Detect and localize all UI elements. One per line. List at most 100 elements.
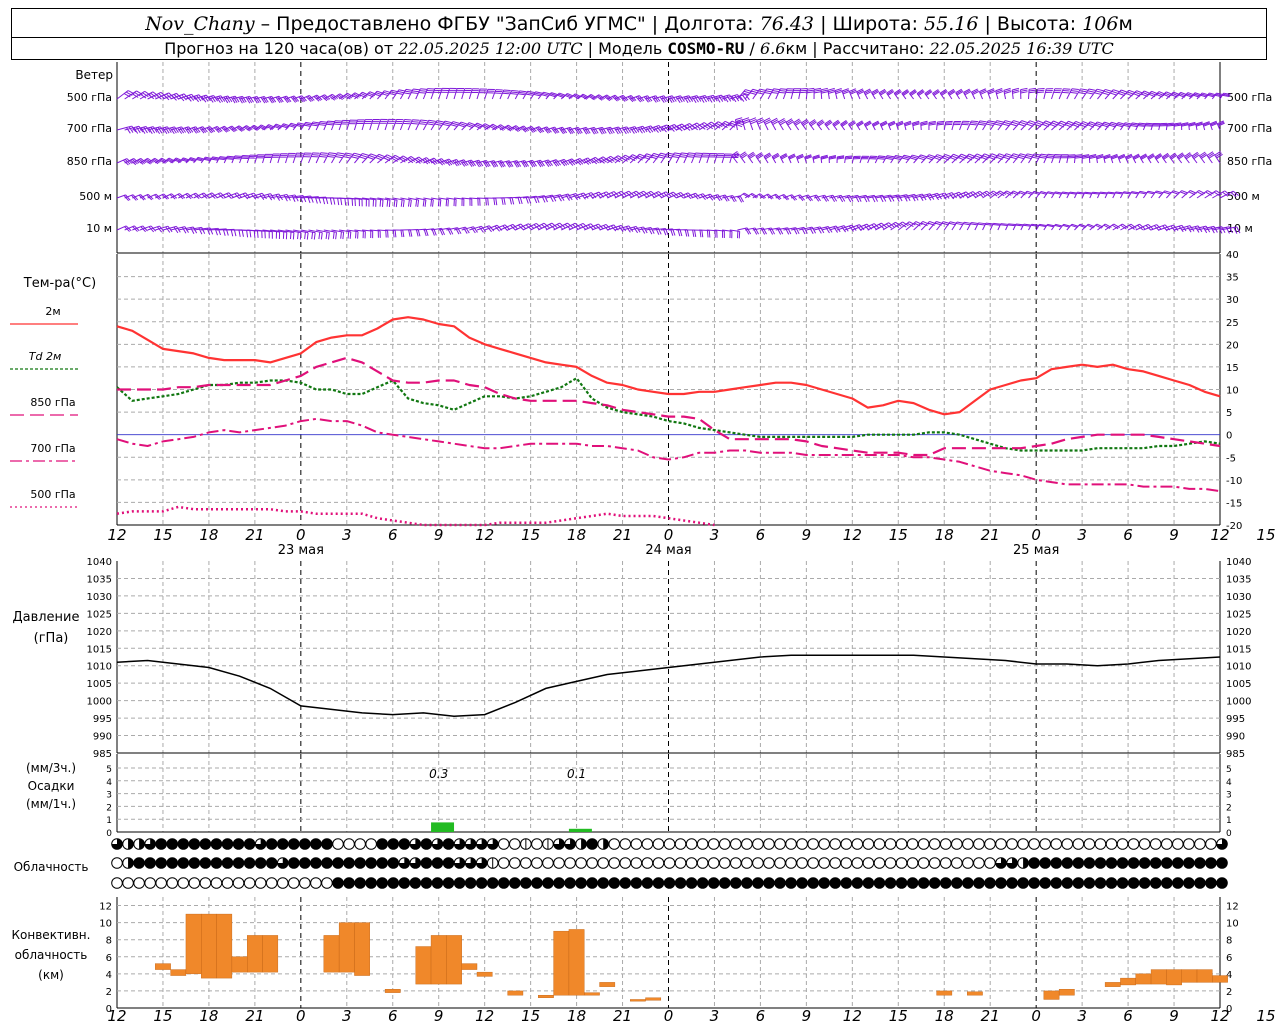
wind-barb: [254, 124, 268, 131]
barb-feather: [336, 154, 344, 157]
barb-feather: [992, 224, 1000, 226]
wind-barb: [808, 119, 817, 131]
cloud-symbol: [873, 838, 886, 850]
hour-label-top: 6: [388, 526, 398, 544]
barb-feather: [679, 156, 687, 158]
barb-feather: [745, 228, 750, 235]
cloud-symbol: [387, 857, 400, 869]
conv-bar: [476, 971, 493, 977]
barb-feather: [392, 230, 395, 238]
wind-barb: [583, 94, 598, 101]
barb-feather: [1061, 192, 1069, 195]
barb-feather: [1011, 121, 1019, 125]
cloud-symbol: [984, 877, 996, 889]
wind-barb: [698, 193, 716, 201]
wind-barb: [538, 126, 552, 134]
cloud-symbol: [354, 838, 366, 850]
barb-feather: [1016, 223, 1024, 226]
cloud-fill: [487, 838, 498, 850]
barb-feather: [1178, 154, 1185, 160]
barb-feather: [169, 127, 175, 135]
wind-barb: [770, 117, 780, 131]
barb-feather: [519, 90, 527, 93]
wind-barb: [1074, 88, 1088, 100]
alt-label: Высота:: [996, 13, 1077, 35]
cloud-symbol: [575, 857, 587, 869]
cloud-fill: [586, 877, 598, 889]
hour-label-bottom: 6: [1123, 1007, 1133, 1024]
barb-shaft: [1199, 155, 1206, 164]
wind-barb: [629, 153, 647, 164]
barb-feather: [886, 156, 894, 159]
cloud-fill: [399, 857, 410, 869]
barb-feather: [337, 152, 345, 155]
cloud-symbol: [1072, 857, 1085, 869]
cloud-symbol: [254, 857, 267, 869]
provider: Предоставлено ФГБУ "ЗапСиб УГМС": [276, 13, 646, 35]
barb-feather: [1039, 156, 1047, 159]
cloud-symbol: [763, 857, 775, 869]
barb-feather: [478, 159, 484, 167]
barb-feather: [721, 94, 726, 102]
cloud-fill: [1216, 857, 1228, 869]
barb-feather: [822, 195, 828, 202]
hour-label-bottom: 0: [1031, 1007, 1041, 1024]
cloud-symbol: [166, 877, 179, 889]
barb-feather: [534, 92, 542, 96]
cloud-symbol: [155, 857, 167, 869]
cloud-fill: [1084, 877, 1095, 889]
barb-feather: [872, 120, 879, 125]
wind-barb: [1166, 224, 1187, 233]
wind-barb: [576, 126, 591, 135]
cloud-fill: [1139, 877, 1150, 889]
barb-feather: [1131, 123, 1139, 126]
wind-barb: [706, 152, 717, 164]
barb-feather: [325, 231, 328, 240]
barb-feather: [663, 125, 670, 132]
barb-feather: [126, 127, 131, 134]
barb-feather: [1033, 155, 1041, 158]
wind-barb: [793, 118, 802, 131]
wind-barb: [1058, 154, 1069, 164]
barb-feather: [209, 126, 216, 132]
wind-barb: [936, 221, 951, 231]
barb-feather: [812, 155, 820, 159]
legend-label: 2м: [45, 305, 60, 318]
barb-feather: [872, 91, 880, 96]
barb-feather: [253, 97, 258, 104]
cloud-symbol: [453, 838, 466, 850]
cloud-circle: [1017, 838, 1029, 850]
barb-feather: [1140, 154, 1148, 159]
wind-barb: [499, 124, 515, 132]
conv-tick-right: 10: [1226, 919, 1239, 930]
cloud-symbol: [420, 838, 433, 850]
cloud-fill: [421, 857, 432, 869]
barb-feather: [343, 156, 351, 159]
barb-feather: [284, 96, 290, 103]
barb-feather: [1156, 190, 1164, 194]
wind-barb: [920, 220, 937, 231]
wind-barb: [714, 194, 730, 202]
cloud-symbol: [763, 838, 775, 850]
cloud-symbol: [387, 838, 400, 850]
wind-barb: [1127, 122, 1140, 131]
wind-barb: [300, 152, 312, 164]
barb-feather: [517, 93, 526, 96]
barb-feather: [996, 120, 1004, 123]
cloud-fill: [354, 857, 366, 869]
barb-feather: [632, 154, 640, 159]
barb-feather: [445, 199, 448, 207]
conv-tick-right: 0: [1226, 1004, 1232, 1015]
barb-feather: [901, 157, 909, 161]
barb-feather: [1181, 123, 1189, 126]
barb-feather: [546, 126, 552, 133]
cloud-symbol: [133, 838, 145, 850]
cloud-fill: [1117, 877, 1128, 889]
barb-feather: [517, 197, 521, 205]
press-tick-left: 995: [93, 714, 112, 725]
wind-barb: [1051, 223, 1063, 231]
barb-feather: [503, 197, 506, 205]
barb-feather: [773, 88, 781, 91]
precip-tick-right: 5: [1226, 765, 1232, 775]
wind-barb: [1035, 191, 1048, 199]
